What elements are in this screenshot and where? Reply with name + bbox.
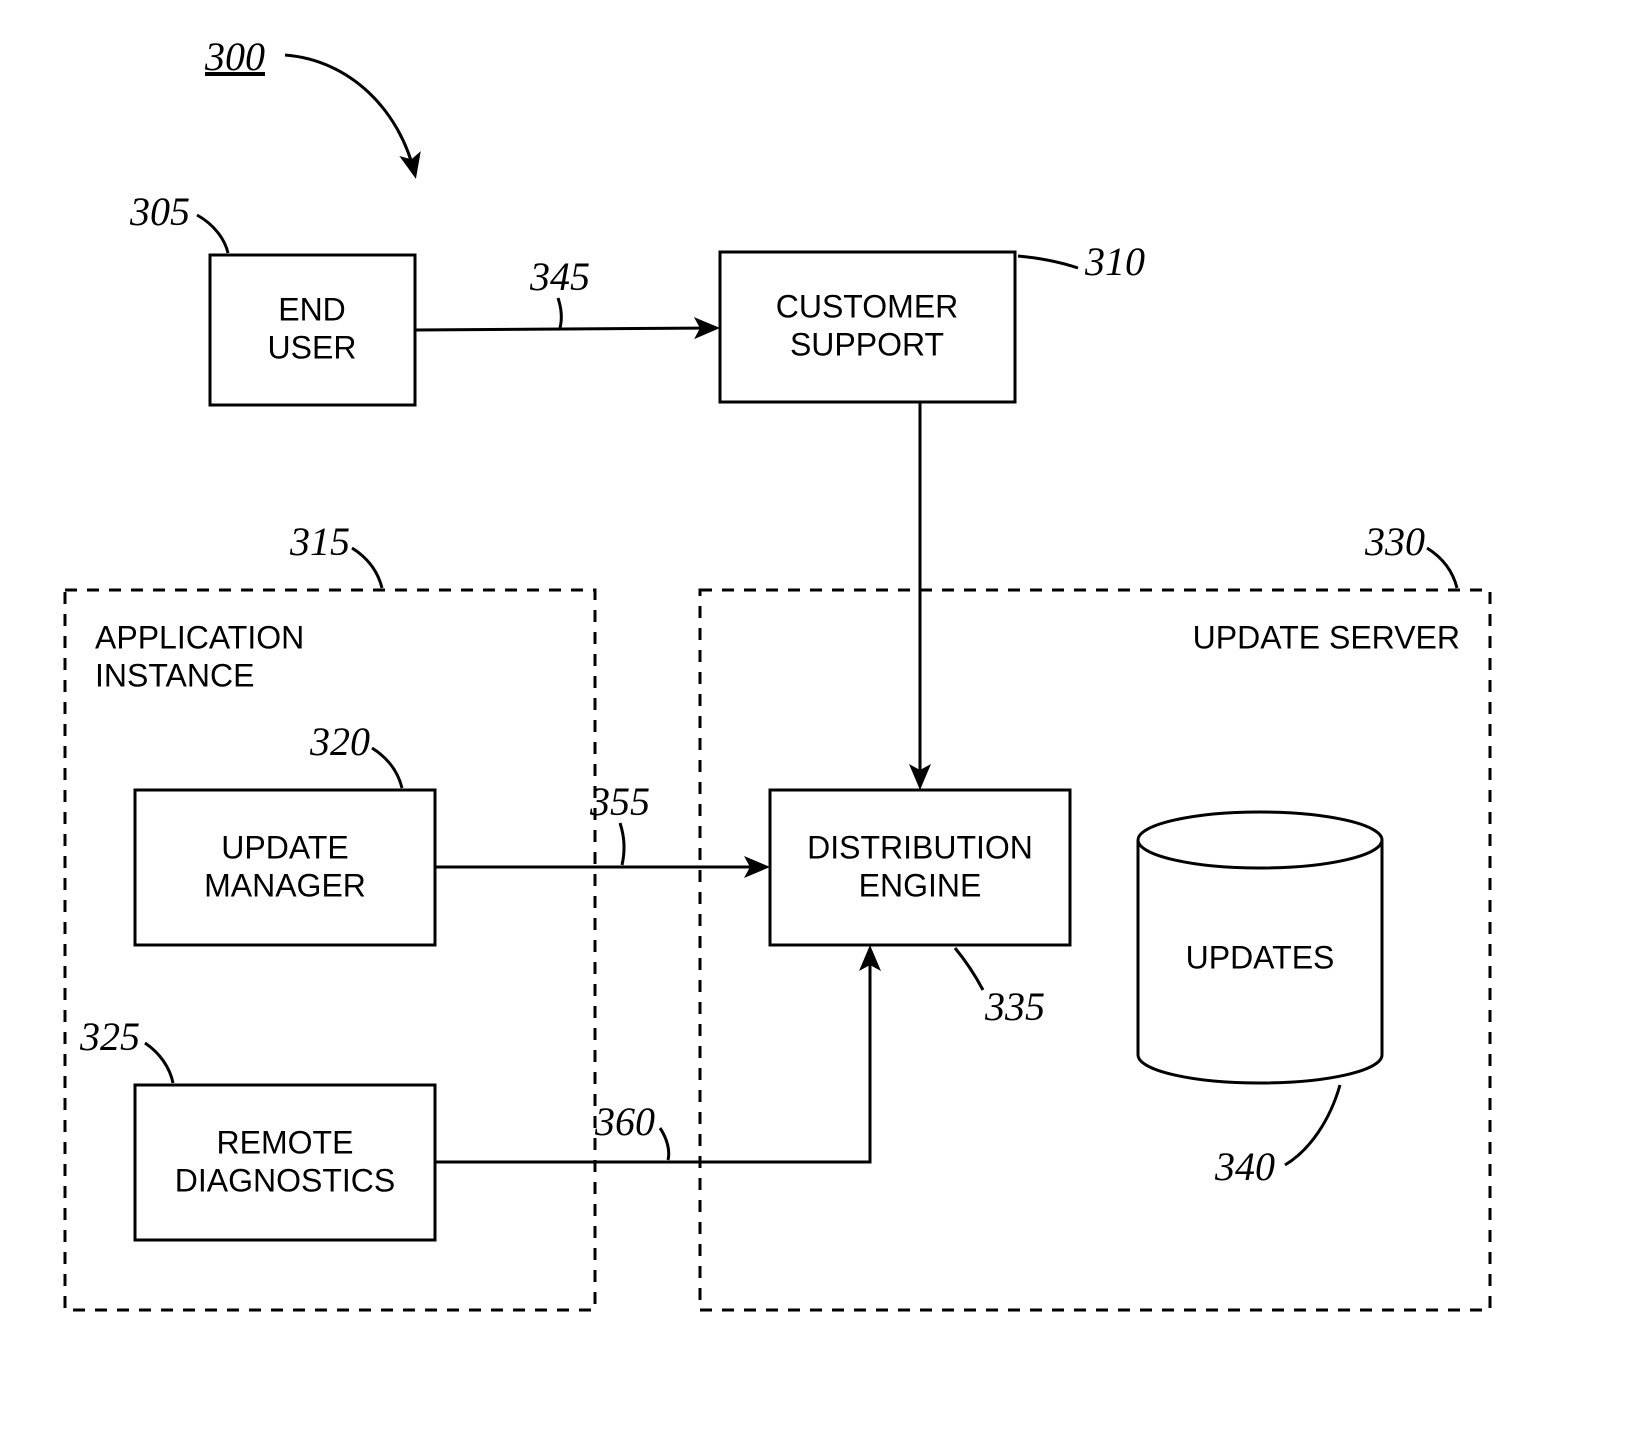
ref-305: 305 [129, 189, 190, 234]
ref-360: 360 [594, 1099, 655, 1144]
ref-340-leader [1285, 1085, 1340, 1165]
ref-325: 325 [79, 1014, 140, 1059]
node-application-instance [65, 590, 595, 1310]
node-distribution-engine-label1: DISTRIBUTION [807, 829, 1033, 865]
node-updates-db-label: UPDATES [1186, 939, 1335, 975]
ref-355-leader [620, 823, 624, 865]
node-updates-db: UPDATES [1138, 812, 1382, 1083]
node-update-manager-label2: MANAGER [204, 867, 366, 903]
ref-360-leader [660, 1128, 669, 1160]
node-end-user-label2: USER [268, 329, 357, 365]
ref-330-leader [1427, 548, 1457, 588]
ref-305-leader [197, 215, 228, 253]
ref-345-leader [558, 298, 561, 328]
node-update-manager-label1: UPDATE [221, 829, 348, 865]
ref-325-leader [145, 1043, 173, 1083]
node-update-server [700, 590, 1490, 1310]
ref-315: 315 [289, 519, 350, 564]
diagram-canvas: 300 END USER 305 CUSTOMER SUPPORT 310 34… [0, 0, 1625, 1431]
ref-355: 355 [589, 779, 650, 824]
ref-320: 320 [309, 719, 370, 764]
ref-320-leader [372, 748, 402, 788]
ref-345: 345 [529, 254, 590, 299]
node-application-instance-label2: INSTANCE [95, 657, 254, 693]
ref-315-leader [352, 548, 382, 588]
ref-340: 340 [1214, 1144, 1275, 1189]
ref-330: 330 [1364, 519, 1425, 564]
ref-300-pointer [285, 55, 415, 175]
edge-345 [415, 328, 716, 330]
node-remote-diagnostics-label1: REMOTE [217, 1124, 354, 1160]
ref-335: 335 [984, 984, 1045, 1029]
ref-310: 310 [1084, 239, 1145, 284]
node-update-server-label: UPDATE SERVER [1193, 619, 1460, 655]
ref-300: 300 [204, 34, 265, 79]
ref-335-leader [955, 948, 983, 990]
node-end-user-label1: END [278, 291, 346, 327]
node-distribution-engine-label2: ENGINE [859, 867, 982, 903]
node-remote-diagnostics-label2: DIAGNOSTICS [175, 1162, 395, 1198]
ref-310-leader [1018, 256, 1078, 268]
node-customer-support-label1: CUSTOMER [776, 288, 959, 324]
node-customer-support-label2: SUPPORT [790, 326, 944, 362]
node-application-instance-label1: APPLICATION [95, 619, 304, 655]
